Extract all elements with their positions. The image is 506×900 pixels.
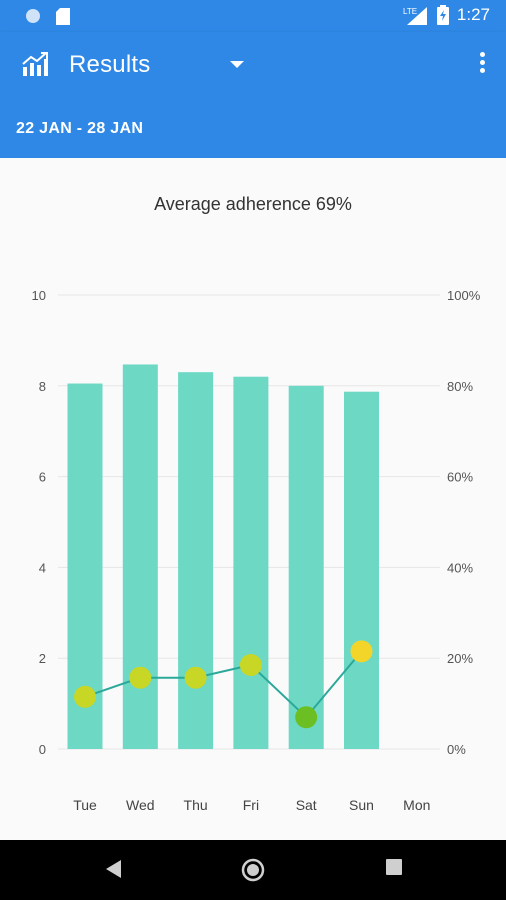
results-content: Average adherence 69% 0 2 4 6 8 10 0% 20% 40% 60%…: [0, 158, 506, 840]
dropdown-arrow-icon[interactable]: [230, 61, 244, 68]
app-bar: Results 22 JAN - 28 JAN: [0, 32, 506, 158]
right-axis-tick-label: 40%: [447, 560, 473, 575]
adherence-point: [350, 640, 373, 663]
left-axis-tick-label: 2: [39, 651, 46, 666]
adherence-point: [74, 685, 96, 708]
right-axis-tick-label: 20%: [447, 651, 473, 666]
left-axis-tick-label: 10: [32, 288, 46, 303]
left-axis-tick-label: 8: [39, 379, 46, 394]
sd-card-icon: [56, 7, 70, 25]
status-time: 1:27: [456, 5, 490, 24]
date-range: 22 JAN - 28 JAN: [16, 120, 144, 137]
bar: [233, 376, 269, 749]
svg-text:LTE: LTE: [403, 7, 417, 16]
right-axis-tick-label: 0%: [447, 742, 466, 757]
home-icon[interactable]: [241, 858, 265, 882]
navigation-bar: [0, 840, 506, 900]
x-axis-tick-label: Sun: [349, 797, 374, 813]
page-title[interactable]: Results: [69, 51, 151, 78]
left-axis-tick-label: 6: [39, 470, 46, 485]
chart-icon: [22, 52, 48, 76]
x-axis-tick-label: Wed: [126, 797, 155, 813]
x-axis-tick-label: Thu: [184, 797, 208, 813]
x-axis-tick-label: Sat: [296, 797, 317, 813]
right-axis-tick-label: 80%: [447, 379, 473, 394]
notification-dot-icon: [26, 9, 40, 23]
average-adherence: Average adherence 69%: [154, 194, 352, 214]
recents-icon[interactable]: [385, 858, 403, 876]
x-axis-tick-label: Mon: [403, 797, 430, 813]
signal-icon: LTE: [403, 7, 427, 25]
bar: [122, 364, 158, 749]
x-axis-tick-label: Fri: [243, 797, 259, 813]
left-axis-tick-label: 4: [39, 560, 46, 575]
status-bar: LTE 1:27: [0, 0, 506, 32]
back-icon[interactable]: [103, 858, 123, 880]
bar: [344, 391, 379, 749]
more-vert-icon[interactable]: [480, 52, 486, 76]
left-axis-tick-label: 0: [39, 742, 46, 757]
battery-icon: [436, 5, 449, 25]
adherence-point: [184, 666, 207, 689]
adherence-point: [295, 706, 318, 729]
right-axis-tick-label: 100%: [447, 288, 481, 303]
x-axis-tick-label: Tue: [73, 797, 97, 813]
adherence-point: [129, 666, 152, 689]
adherence-point: [239, 654, 262, 677]
right-axis-tick-label: 60%: [447, 470, 473, 485]
bar: [288, 385, 324, 749]
bar: [178, 372, 214, 749]
